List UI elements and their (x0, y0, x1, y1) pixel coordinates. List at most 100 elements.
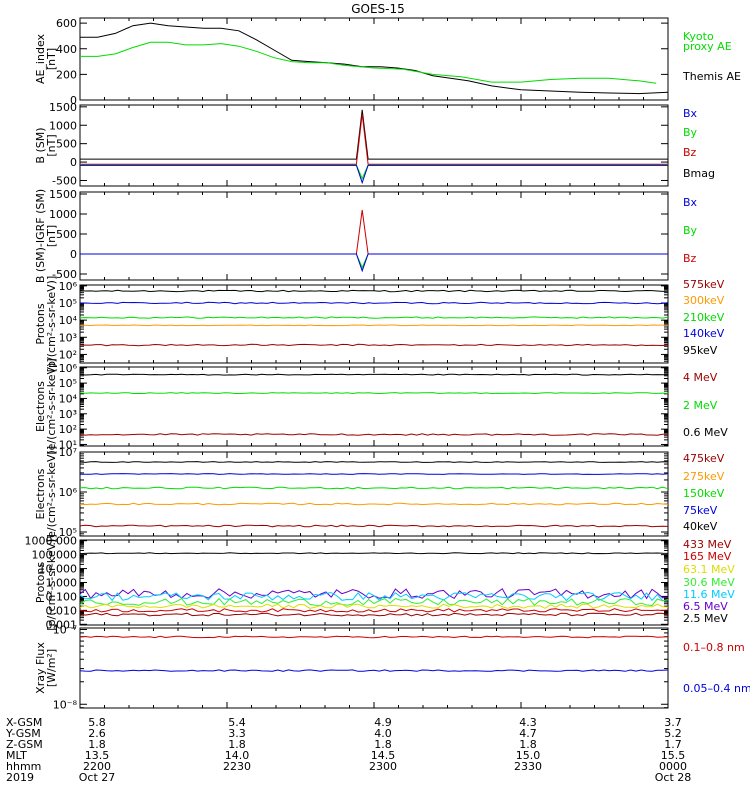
panel-1-ytick-label: 200 (56, 68, 77, 81)
legend-label: 140keV (683, 327, 725, 340)
panel-5-ytick-label: 10⁴ (59, 392, 78, 405)
legend-label: 75keV (683, 504, 718, 517)
xaxis-row-label: Z-GSM (6, 738, 43, 751)
panel-1-ytick-label: 400 (56, 43, 77, 56)
panel-2-ytick-label: 1000 (49, 119, 77, 132)
legend-label: 95keV (683, 344, 718, 357)
panel-8-frame (79, 627, 669, 709)
series-line-by (80, 164, 668, 180)
panel-4-ylabel: Protons (34, 303, 47, 344)
series-line-75kev (80, 473, 669, 475)
series-line-11-6-mev (79, 591, 669, 602)
legend-label: By (683, 224, 698, 237)
xaxis-value: 2.6 (88, 727, 106, 740)
panel-4-frame (79, 284, 669, 364)
xaxis-value: 4.0 (374, 727, 392, 740)
panel-6-ylabel: [e/(cm²-s-sr-keV)] (45, 446, 58, 542)
panel-2-ytick-label: 0 (70, 156, 77, 169)
xaxis-row-label: hhmm (6, 760, 41, 773)
panel-2-ytick-label: -500 (52, 174, 77, 187)
panel-4-ytick-label: 10² (59, 348, 77, 361)
xaxis-value: 5.8 (88, 716, 106, 729)
panel-7-ytick-label: 0.100 (46, 590, 78, 603)
panel-8-ytick-label: 10⁻⁷ (53, 623, 77, 636)
xaxis-value: Oct 28 (655, 771, 692, 784)
xaxis-value: 15.5 (661, 749, 686, 762)
panel-2-ylabel: B (SM) (34, 127, 47, 163)
panel-7-ytick-label: 1000.000 (25, 535, 78, 548)
panel-5-ytick-label: 10⁶ (59, 362, 78, 375)
xaxis-value: 14.5 (371, 749, 396, 762)
panel-5-ytick-label: 10¹ (59, 438, 77, 451)
xaxis-row-label: Y-GSM (5, 727, 41, 740)
xaxis-value: 4.7 (519, 727, 537, 740)
panel-4-ytick-label: 10⁵ (59, 297, 77, 310)
legend-label: 40keV (683, 520, 718, 533)
panel-3-ytick-label: 1500 (49, 188, 77, 201)
legend-label: 2.5 MeV (683, 612, 728, 625)
panel-2-ylabel: [nT] (45, 134, 58, 156)
panel-3-ytick-label: 500 (56, 228, 77, 241)
legend-label: 210keV (683, 311, 725, 324)
series-line-475kev (79, 524, 669, 528)
series-line-themis-ae (80, 22, 669, 95)
series-line-575kev (79, 343, 669, 347)
panel-1-ylabel: [nT] (45, 48, 58, 70)
legend-label: Bx (683, 196, 698, 209)
xaxis-value: 5.2 (664, 727, 682, 740)
xaxis-value: 4.9 (374, 716, 392, 729)
xaxis-value: 15.0 (516, 749, 541, 762)
series-line-bx (80, 253, 668, 273)
panel-3-ylabel: B (SM)-IGRF (SM) (34, 189, 47, 283)
panel-4-ylabel: [p/(cm²-s-sr-keV)] (45, 276, 58, 373)
panel-4-ytick-label: 10³ (59, 331, 77, 344)
panel-4-ytick-label: 10⁴ (59, 314, 78, 327)
series-line-275kev (79, 502, 669, 506)
legend-label: 30.6 MeV (683, 576, 735, 589)
legend-label: 63.1 MeV (683, 563, 735, 576)
panel-3-ylabel: [nT] (45, 225, 58, 247)
panel-3-ytick-label: 0 (70, 248, 77, 261)
series-line-2-mev (79, 392, 669, 395)
panel-6-ylabel: Electrons (34, 468, 47, 519)
series-line-bmag (80, 109, 668, 160)
panel-7-ytick-label: 1.000 (46, 577, 78, 590)
panel-8-ylabel: [W/m²] (45, 649, 58, 687)
xaxis-value: 1.8 (228, 738, 246, 751)
xaxis-value: 2300 (369, 760, 397, 773)
xaxis-value: 5.4 (228, 716, 246, 729)
legend-label: Bx (683, 107, 698, 120)
series-line-95kev (79, 289, 669, 293)
panel-6-ytick-label: 10⁵ (59, 526, 77, 539)
xaxis-value: Oct 27 (79, 771, 116, 784)
series-line-0-05-0-4-nm (79, 669, 669, 672)
panel-7-ylabel: [p/(cm²-s-sr-keV)] (45, 534, 58, 631)
panel-7-ytick-label: 0.010 (46, 604, 78, 617)
panel-6-frame (79, 451, 669, 537)
legend-label: 433 MeV (683, 538, 732, 551)
series-line-433-mev (79, 612, 669, 617)
xaxis-value: 2200 (83, 760, 111, 773)
legend-label: 300keV (683, 294, 725, 307)
xaxis-row-label: X-GSM (6, 716, 42, 729)
xaxis-value: 1.8 (519, 738, 537, 751)
series-line-140kev (79, 301, 669, 305)
xaxis-row-label: 2019 (6, 771, 34, 784)
legend-label: 0.6 MeV (683, 426, 728, 439)
panel-7-ytick-label: 0.001 (46, 618, 78, 631)
legend-label: 4 MeV (683, 371, 718, 384)
series-line-40kev (79, 461, 669, 463)
legend-label: 6.5 MeV (683, 600, 728, 613)
panel-2-frame (79, 104, 669, 187)
xaxis-value: 4.3 (519, 716, 537, 729)
panel-2-ytick-label: 1500 (49, 101, 77, 114)
series-line-165-mev (79, 608, 669, 613)
panel-1-ytick-label: 600 (56, 17, 77, 30)
legend-label: Bmag (683, 167, 715, 180)
series-line-bx (80, 164, 668, 185)
xaxis-value: 13.5 (85, 749, 110, 762)
xaxis-value: 2230 (223, 760, 251, 773)
panel-1-ytick-label: 0 (70, 94, 77, 107)
panel-5-ylabel: [e/(cm²-s-sr-keV)] (45, 358, 58, 454)
series-line-150kev (79, 486, 669, 490)
